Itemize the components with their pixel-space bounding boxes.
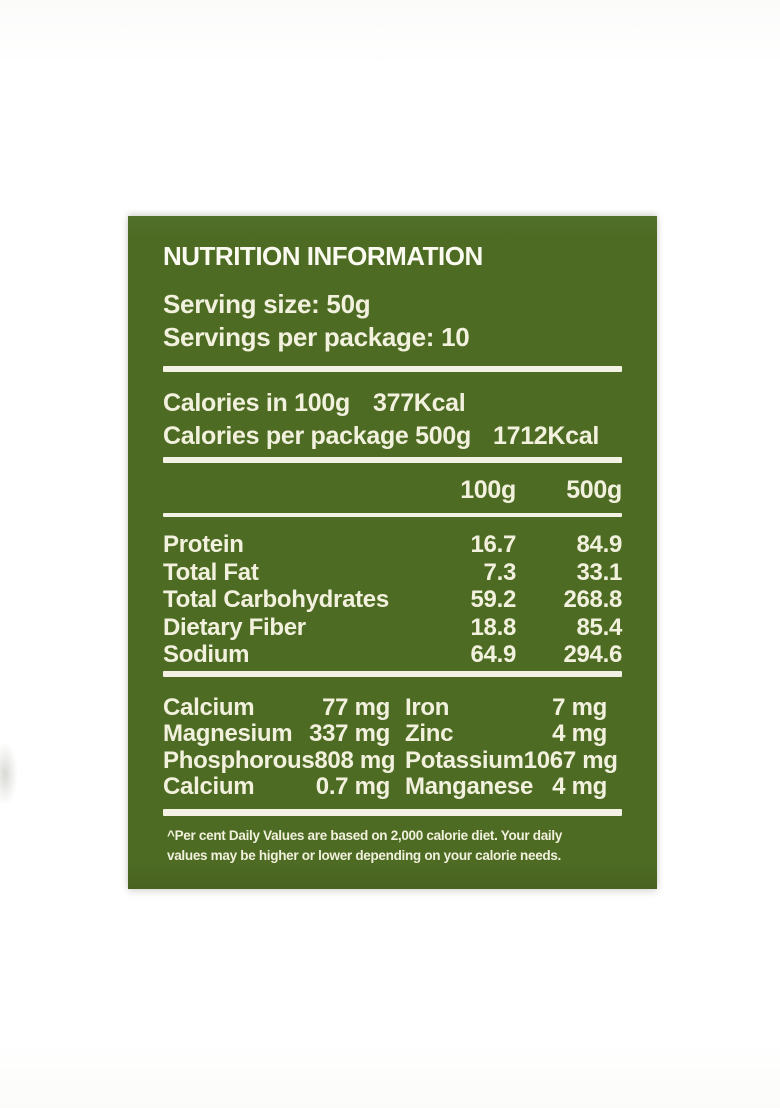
mineral-name: Manganese (405, 773, 534, 800)
table-row: Total Carbohydrates 59.2 268.8 (163, 586, 622, 614)
nutrient-name: Protein (163, 531, 244, 558)
mineral-row: Calcium 77 mg Iron 7 mg (163, 693, 607, 722)
nutrition-label-title: NUTRITION INFORMATION (163, 241, 483, 271)
nutrient-name: Dietary Fiber (163, 613, 306, 641)
divider-rule (163, 457, 622, 463)
nutrient-value-100g: 64.9 (470, 641, 516, 668)
nutrient-value-100g: 7.3 (483, 558, 517, 586)
nutrient-value-100g: 16.7 (470, 531, 516, 558)
mineral-row: Phosphorous 808 mg Potassium 1067 mg (163, 746, 618, 775)
table-row: Dietary Fiber 18.8 85.4 (163, 614, 622, 642)
nutrient-column-spacer (163, 475, 420, 505)
divider-rule (163, 366, 622, 372)
mineral-pair: Calcium 77 mg (163, 693, 390, 722)
mineral-pair: Magnesium 337 mg (163, 720, 390, 748)
divider-rule (163, 808, 622, 816)
nutrient-value-500g: 294.6 (563, 641, 622, 668)
mineral-name: Phosphorous (163, 746, 315, 774)
calories-per-100g-label: Calories in 100g (163, 389, 350, 417)
table-row: Total Fat 7.3 33.1 (163, 559, 622, 587)
servings-per-package-line: Servings per package: 10 (163, 322, 470, 352)
mineral-name: Iron (405, 693, 450, 721)
calories-per-package-value: 1712Kcal (493, 422, 600, 450)
mineral-value: 4 mg (552, 720, 607, 747)
mineral-pair: Zinc 4 mg (405, 720, 607, 748)
mineral-value: 0.7 mg (315, 773, 391, 800)
nutrient-value-100g: 59.2 (470, 586, 516, 613)
photo-artifact-smudge (0, 742, 18, 806)
column-header-500g: 500g (566, 476, 622, 504)
nutrient-value-100g: 18.8 (470, 613, 516, 641)
mineral-value: 77 mg (322, 693, 390, 721)
mineral-value: 4 mg (552, 773, 607, 800)
nutrient-table-body: Protein 16.7 84.9 Total Fat 7.3 33.1 Tot… (163, 531, 622, 669)
nutrient-name: Sodium (163, 641, 250, 668)
mineral-name: Calcium (163, 693, 255, 721)
nutrient-value-500g: 33.1 (576, 558, 622, 586)
table-row: Protein 16.7 84.9 (163, 531, 622, 559)
mineral-pair: Iron 7 mg (405, 693, 607, 722)
mineral-pair: Phosphorous 808 mg (163, 746, 396, 775)
mineral-name: Zinc (405, 720, 454, 747)
minerals-block: Calcium 77 mg Iron 7 mg Magnesium 337 mg… (163, 693, 622, 801)
mineral-pair: Calcium 0.7 mg (163, 773, 391, 801)
nutrition-label-panel: NUTRITION INFORMATION Serving size: 50g … (128, 216, 657, 889)
nutrient-name: Total Carbohydrates (163, 586, 389, 613)
mineral-pair: Manganese 4 mg (405, 773, 607, 801)
footnote-line-1: ^Per cent Daily Values are based on 2,00… (167, 827, 563, 843)
footnote-line-2: values may be higher or lower depending … (167, 848, 562, 863)
mineral-value: 1067 mg (523, 746, 618, 774)
mineral-value: 808 mg (314, 746, 396, 774)
nutrient-name: Total Fat (163, 558, 259, 586)
calories-per-package-row: Calories per package 500g 1712Kcal (163, 420, 622, 453)
nutrient-value-500g: 268.8 (563, 586, 622, 613)
divider-rule-thin (163, 513, 622, 517)
mineral-name: Potassium (405, 746, 524, 774)
column-header-100g: 100g (460, 476, 516, 504)
serving-info-block: Serving size: 50g Servings per package: … (163, 288, 622, 354)
divider-rule (163, 670, 622, 677)
mineral-name: Magnesium (163, 720, 293, 747)
calories-block: Calories in 100g 377Kcal Calories per pac… (163, 387, 622, 453)
table-row: Sodium 64.9 294.6 (163, 641, 622, 669)
nutrient-value-500g: 84.9 (576, 531, 622, 558)
daily-values-footnote: ^Per cent Daily Values are based on 2,00… (163, 826, 622, 867)
mineral-row: Magnesium 337 mg Zinc 4 mg (163, 720, 607, 748)
mineral-name: Calcium (163, 773, 255, 800)
nutrient-table-header: 100g 500g (163, 475, 622, 505)
mineral-value: 337 mg (309, 720, 390, 747)
calories-per-package-label: Calories per package 500g (163, 422, 471, 450)
mineral-value: 7 mg (552, 693, 607, 721)
serving-size-line: Serving size: 50g (163, 289, 371, 319)
calories-per-100g-value: 377Kcal (373, 389, 466, 417)
calories-per-100g-row: Calories in 100g 377Kcal (163, 387, 622, 420)
mineral-pair: Potassium 1067 mg (405, 746, 618, 775)
mineral-row: Calcium 0.7 mg Manganese 4 mg (163, 773, 607, 801)
nutrient-value-500g: 85.4 (576, 613, 622, 641)
